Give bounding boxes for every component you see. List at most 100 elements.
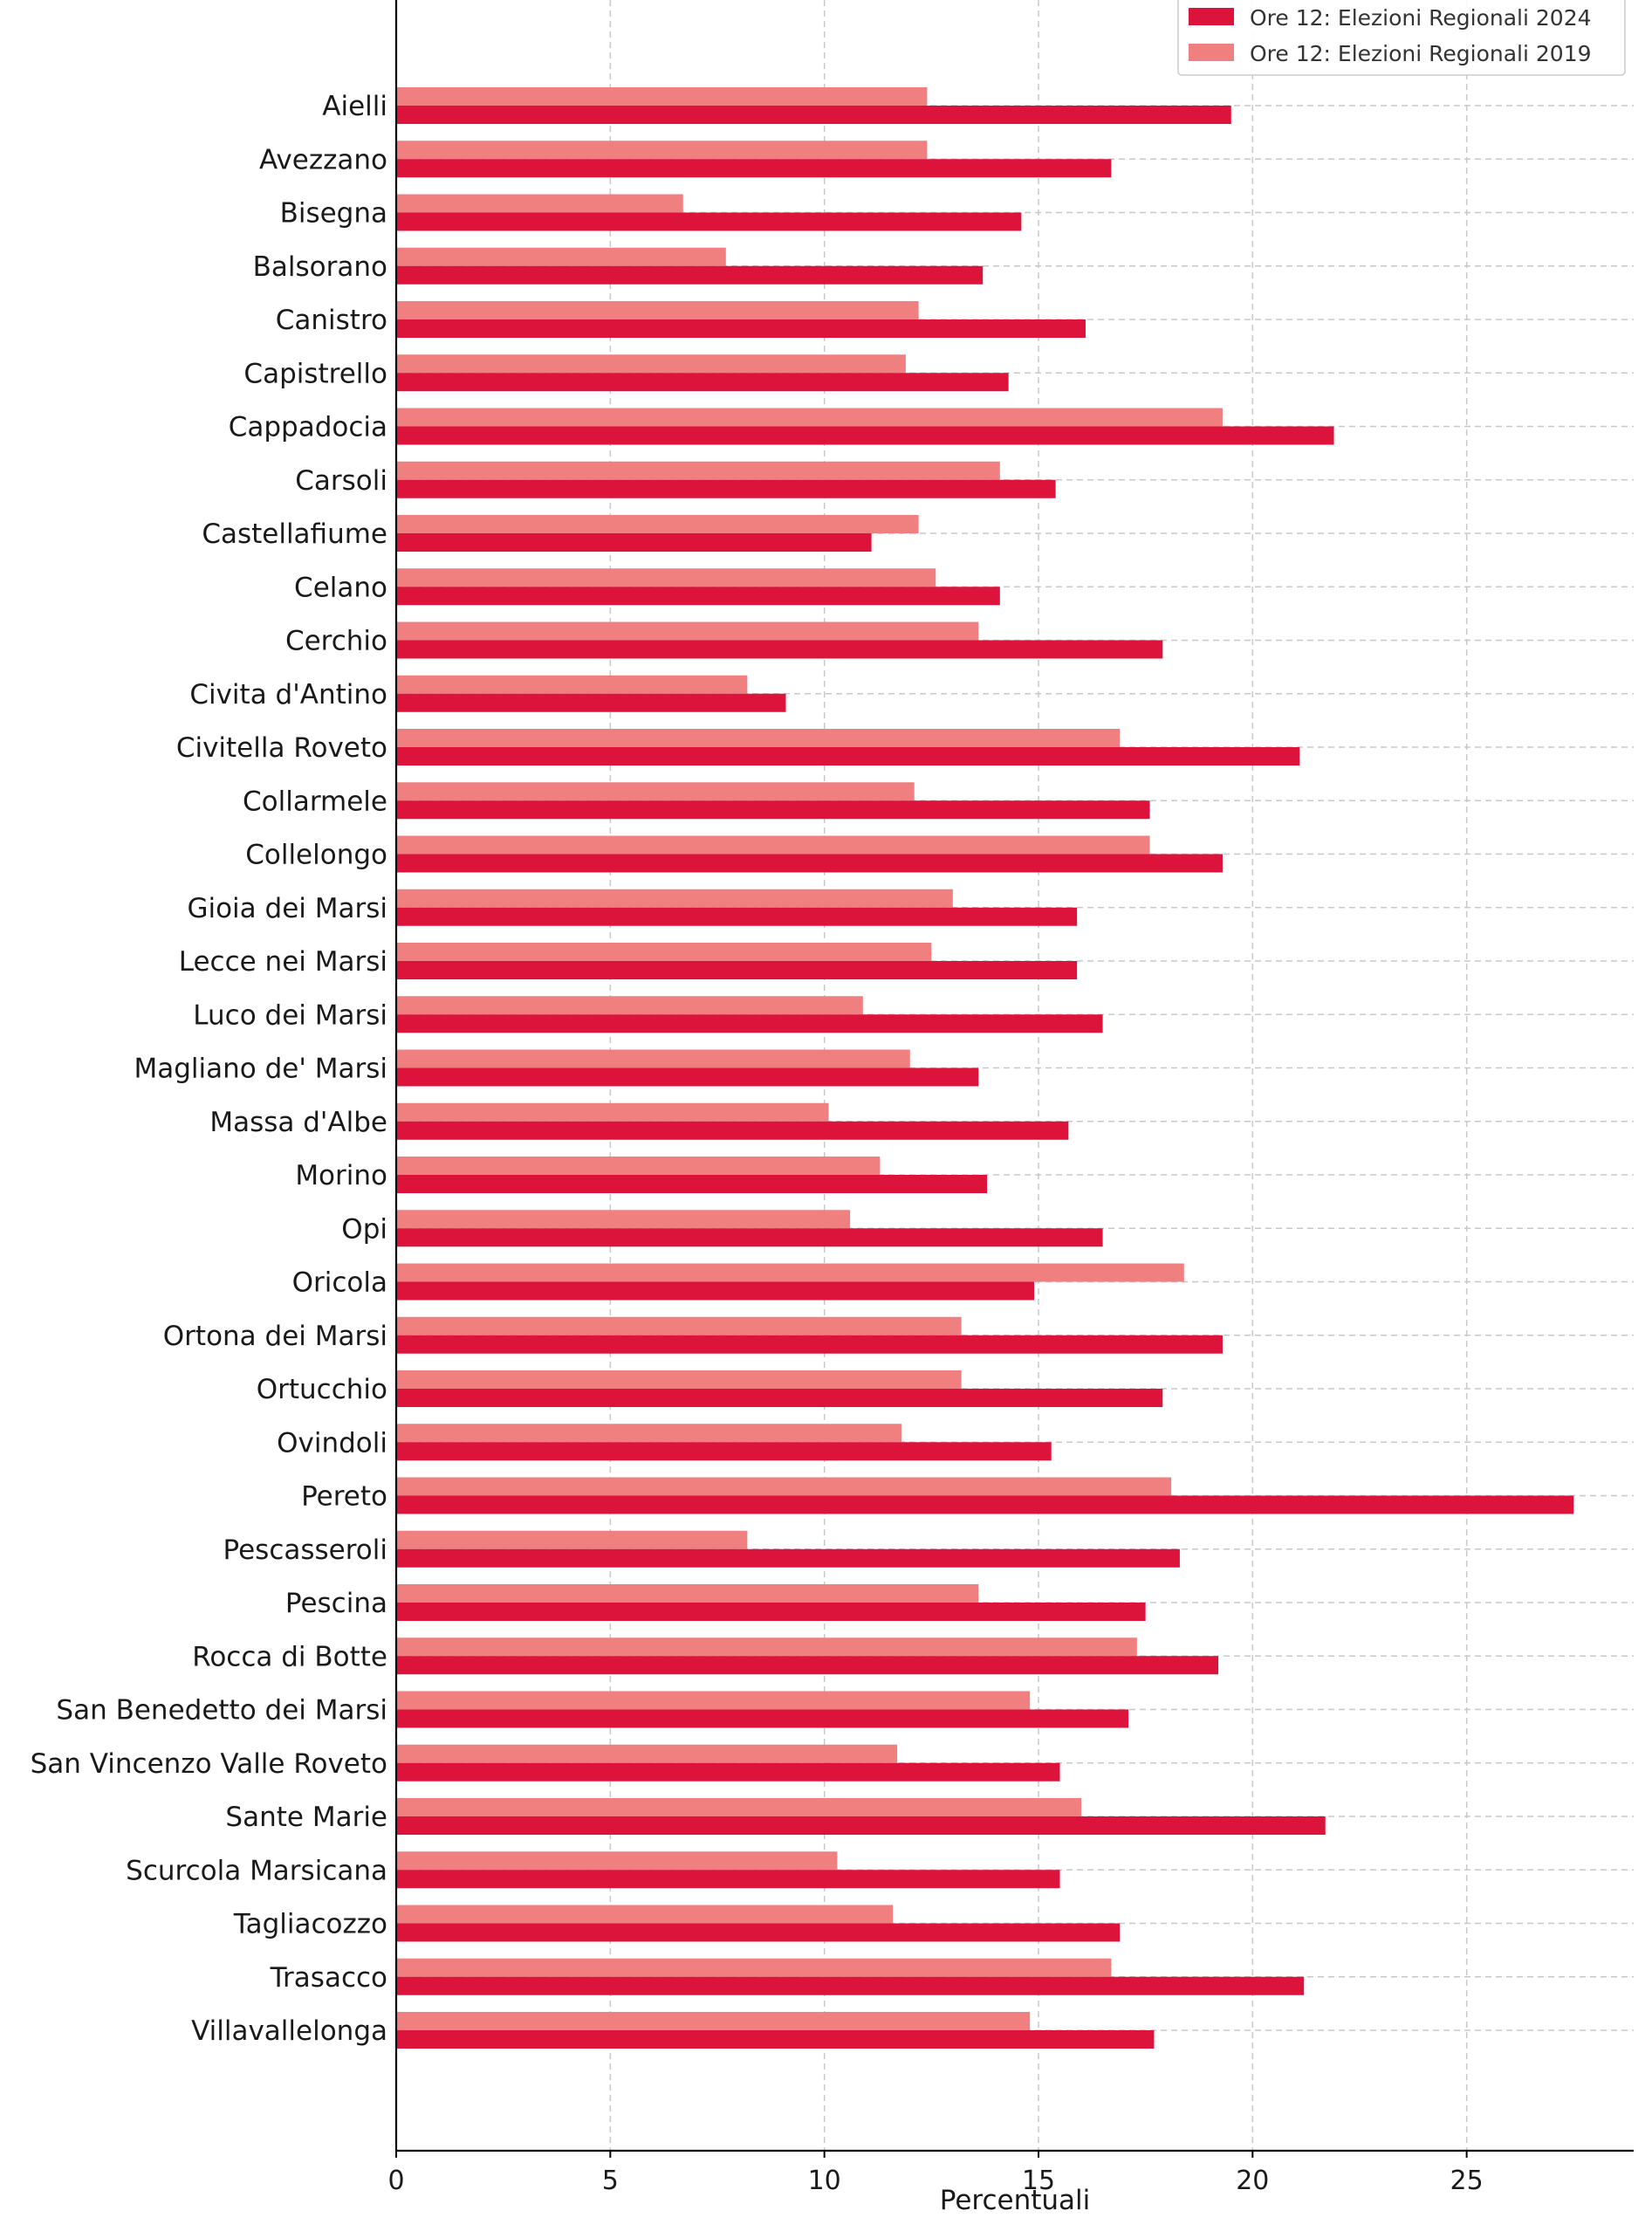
bar-2019 [396,1958,1112,1977]
category-label: Civita d'Antino [189,679,387,711]
category-label: San Vincenzo Valle Roveto [31,1748,387,1780]
category-label: Opi [341,1213,387,1245]
legend-label-2019: Ore 12: Elezioni Regionali 2019 [1250,41,1592,66]
bar-2019 [396,461,1000,480]
category-label: Gioia dei Marsi [187,893,387,924]
bar-2019 [396,835,1150,855]
bar-2019 [396,621,979,641]
bar-2024 [396,1603,1146,1621]
category-label: Ortona dei Marsi [163,1321,387,1352]
category-labels: Aielli Avezzano Bisegna Balsorano Canistro Ca… [31,91,387,2047]
category-label: Castellafiume [202,518,387,550]
category-label: Scurcola Marsicana [126,1855,387,1886]
category-label: Balsorano [253,251,387,283]
category-label: Rocca di Botte [192,1641,387,1672]
bar-2019 [396,1691,1031,1710]
x-tick-label: 25 [1450,2166,1484,2196]
legend-box [1177,0,1626,76]
category-label: Tagliacozzo [233,1909,387,1940]
category-label: Massa d'Albe [209,1107,387,1138]
bar-2024 [396,479,1056,498]
bar-2024 [396,533,872,552]
category-label: Carsoli [295,465,387,497]
bar-2024 [396,1656,1219,1675]
bar-2024 [396,961,1078,979]
bar-2019 [396,1798,1082,1816]
category-label: Sante Marie [225,1802,387,1833]
bar-2019 [396,1424,901,1443]
bar-2024 [396,1816,1326,1835]
category-label: Ovindoli [277,1427,387,1459]
bar-2019 [396,2012,1031,2030]
legend-label-2024: Ore 12: Elezioni Regionali 2024 [1250,5,1592,31]
bar-2019 [396,889,953,908]
bar-2019 [396,1263,1184,1282]
bar-2019 [396,1584,979,1603]
bar-2024 [396,1389,1163,1407]
bar-2024 [396,1976,1305,1995]
bar-2024 [396,1762,1060,1781]
x-tick-label: 20 [1236,2166,1269,2196]
bar-2024 [396,587,1000,606]
category-label: Villavallelonga [191,2015,387,2047]
bar-2019 [396,408,1223,427]
bar-2019 [396,675,748,694]
category-label: Oricola [292,1267,387,1299]
bar-2024 [396,373,1009,392]
bar-2019 [396,1210,851,1229]
bar-2019 [396,1316,962,1335]
bar-2024 [396,1495,1574,1514]
category-label: Luco dei Marsi [193,999,387,1031]
bar-2019 [396,354,906,374]
bar-2019 [396,194,683,213]
bar-2024 [396,1548,1180,1568]
bar-2024 [396,426,1334,445]
category-label: Trasacco [270,1962,387,1994]
bar-2019 [396,1530,748,1549]
bar-2024 [396,854,1223,873]
bar-2019 [396,141,928,160]
bar-2024 [396,1281,1035,1301]
x-ticks: 0 5 10 15 20 25 [387,2151,1484,2196]
bar-2019 [396,943,932,961]
bar-2024 [396,1442,1052,1461]
bar-2019 [396,782,915,801]
category-label: Collarmele [243,786,387,817]
bar-2024 [396,1923,1121,1942]
category-label: Civitella Roveto [176,732,387,764]
bar-2024 [396,1870,1060,1889]
category-label: Pescina [285,1588,387,1619]
bar-2024 [396,1335,1223,1354]
bar-2024 [396,1014,1103,1033]
bar-2024 [396,1709,1129,1728]
legend: Ore 12: Elezioni Regionali 2024 Ore 12: … [1177,0,1626,76]
category-label: Pereto [301,1481,387,1513]
category-label: San Benedetto dei Marsi [56,1695,387,1727]
bar-2019 [396,247,726,266]
bar-2019 [396,568,936,587]
bar-2019 [396,301,919,319]
category-label: Avezzano [259,144,387,175]
x-tick-label: 15 [1022,2166,1055,2196]
bar-2019 [396,515,919,533]
legend-swatch-2019 [1189,44,1234,61]
legend-swatch-2024 [1189,8,1234,25]
bar-2024 [396,1121,1069,1140]
category-label: Aielli [322,91,387,122]
bar-2024 [396,159,1112,178]
bar-2024 [396,1068,979,1087]
bar-2019 [396,996,863,1015]
category-label: Magliano de' Marsi [134,1054,388,1085]
bar-2024 [396,106,1231,124]
category-label: Lecce nei Marsi [179,946,387,978]
category-label: Bisegna [280,198,387,230]
x-tick-label: 0 [387,2166,404,2196]
bar-2024 [396,693,786,712]
bar-2024 [396,1175,988,1193]
bar-2024 [396,1228,1103,1247]
bar-2024 [396,2030,1155,2049]
bar-2024 [396,800,1150,820]
x-tick-label: 10 [808,2166,841,2196]
category-label: Morino [295,1160,387,1191]
